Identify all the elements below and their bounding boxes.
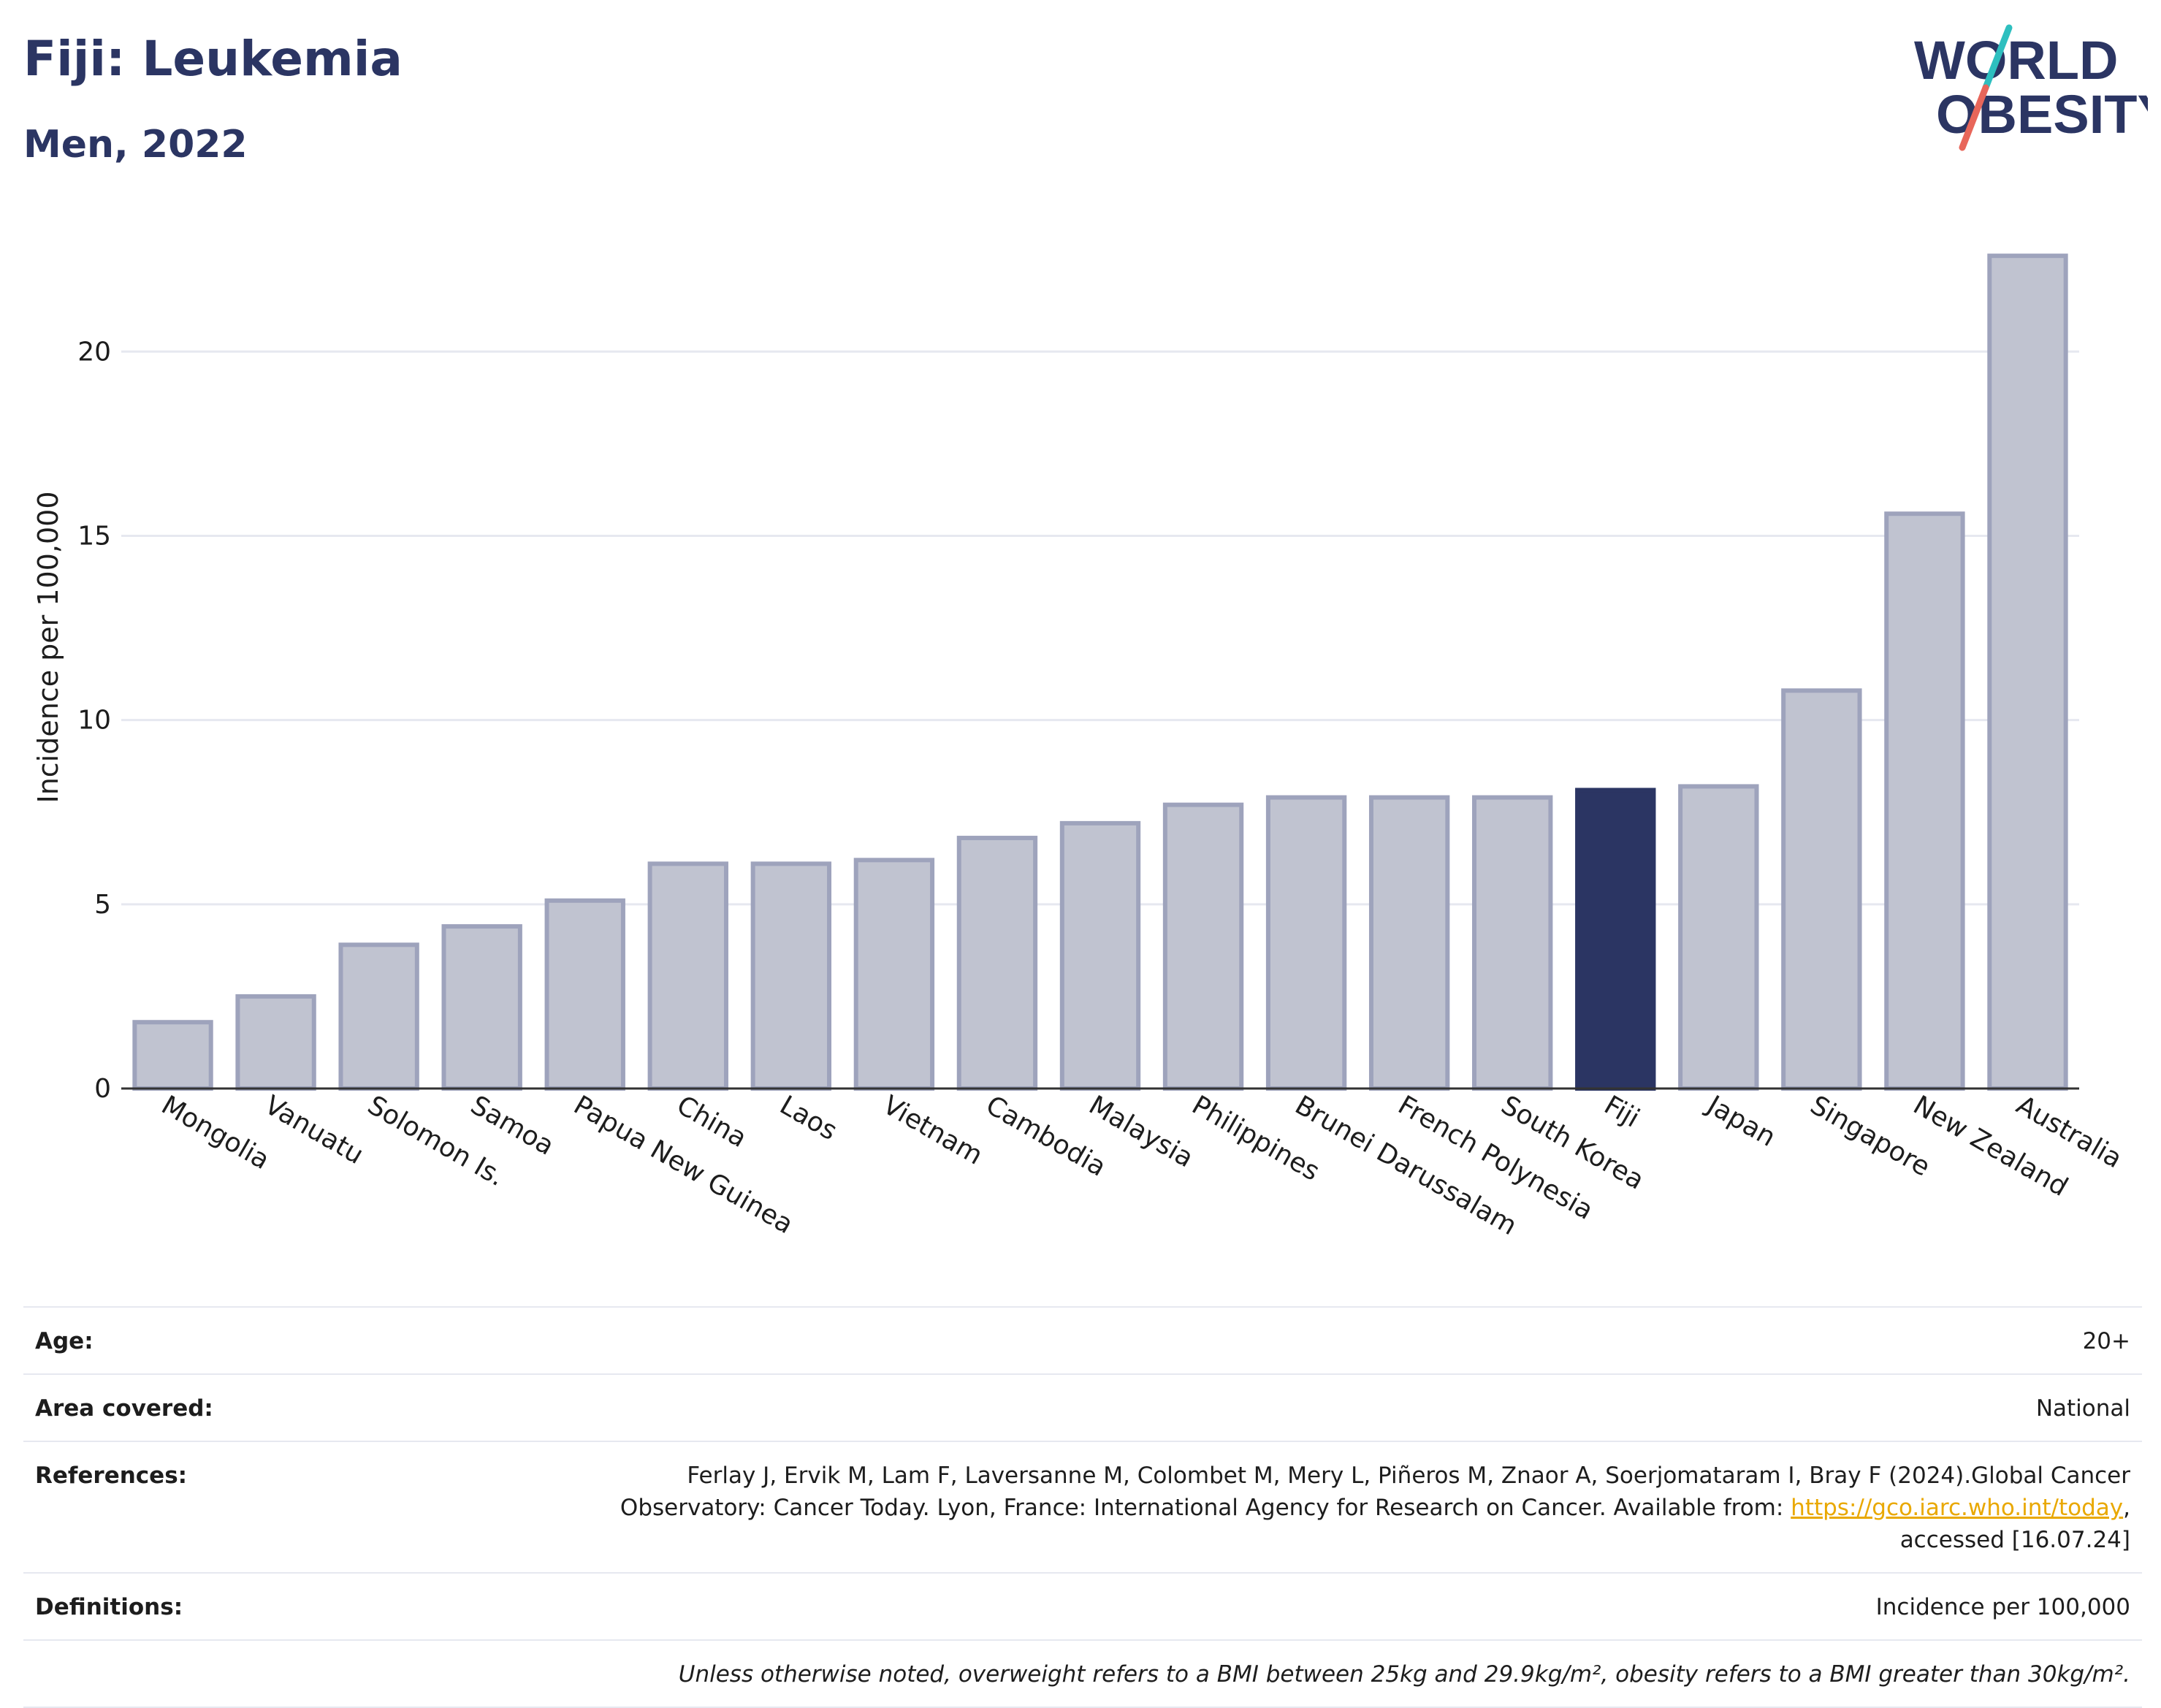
meta-row-references: References: Ferlay J, Ervik M, Lam F, La…	[23, 1441, 2142, 1572]
meta-key: References:	[35, 1463, 188, 1489]
bar	[132, 1020, 213, 1091]
x-tick-label: Laos	[774, 1090, 842, 1146]
bar	[235, 994, 316, 1091]
metadata-table: Age: 20+ Area covered: National Referenc…	[23, 1306, 2142, 1708]
meta-value: National	[2035, 1395, 2130, 1422]
bar	[1781, 688, 1862, 1091]
y-tick-label: 0	[94, 1074, 111, 1104]
y-tick-label: 20	[77, 337, 111, 367]
meta-key: Age:	[35, 1328, 94, 1354]
x-tick-label: Fiji	[1599, 1090, 1644, 1134]
bar	[956, 836, 1038, 1091]
y-tick-label: 10	[77, 706, 111, 736]
chart-title: Fiji: Leukemia	[23, 31, 403, 87]
bar	[1059, 820, 1141, 1091]
bar	[338, 942, 419, 1091]
meta-value: Incidence per 100,000	[1875, 1594, 2130, 1620]
y-tick-label: 5	[94, 890, 111, 920]
bar	[441, 924, 522, 1091]
meta-row-definitions: Definitions: Incidence per 100,000	[23, 1572, 2142, 1639]
bar	[1678, 784, 1759, 1091]
x-tick-label: Vanuatu	[259, 1090, 368, 1170]
x-tick-label: Vietnam	[877, 1090, 987, 1171]
x-tick-label: Mongolia	[156, 1090, 275, 1175]
bar	[1265, 795, 1347, 1091]
meta-value: Ferlay J, Ervik M, Lam F, Laversanne M, …	[567, 1460, 2130, 1556]
meta-value: 20+	[2082, 1328, 2130, 1354]
chart-subtitle: Men, 2022	[23, 123, 248, 167]
x-tick-label: Japan	[1701, 1089, 1780, 1153]
reference-text: Ferlay J, Ervik M, Lam F, Laversanne M, …	[620, 1463, 2130, 1521]
meta-row-age: Age: 20+	[23, 1306, 2142, 1373]
footnote: Unless otherwise noted, overweight refer…	[678, 1661, 2130, 1688]
y-tick-label: 15	[77, 521, 111, 551]
meta-key: Definitions:	[35, 1594, 183, 1620]
meta-key: Area covered:	[35, 1395, 213, 1422]
bar	[647, 861, 728, 1091]
bar	[853, 858, 935, 1091]
bar	[1884, 511, 1965, 1091]
bar	[1472, 795, 1553, 1091]
bar	[750, 861, 832, 1091]
meta-row-area: Area covered: National	[23, 1373, 2142, 1441]
bar	[1162, 802, 1244, 1091]
logo-line-1: WORLD	[1914, 30, 2119, 91]
reference-accessed: , accessed [16.07.24]	[1899, 1495, 2130, 1553]
bar	[544, 898, 625, 1091]
x-tick-label: China	[671, 1090, 752, 1154]
bar	[1368, 795, 1450, 1091]
world-obesity-logo: WORLD OBESITY	[1899, 22, 2161, 164]
bar	[1987, 253, 2068, 1091]
bar-highlighted	[1575, 788, 1656, 1091]
meta-row-footnote: Unless otherwise noted, overweight refer…	[23, 1639, 2142, 1708]
reference-link[interactable]: https://gco.iarc.who.int/today	[1791, 1495, 2124, 1521]
